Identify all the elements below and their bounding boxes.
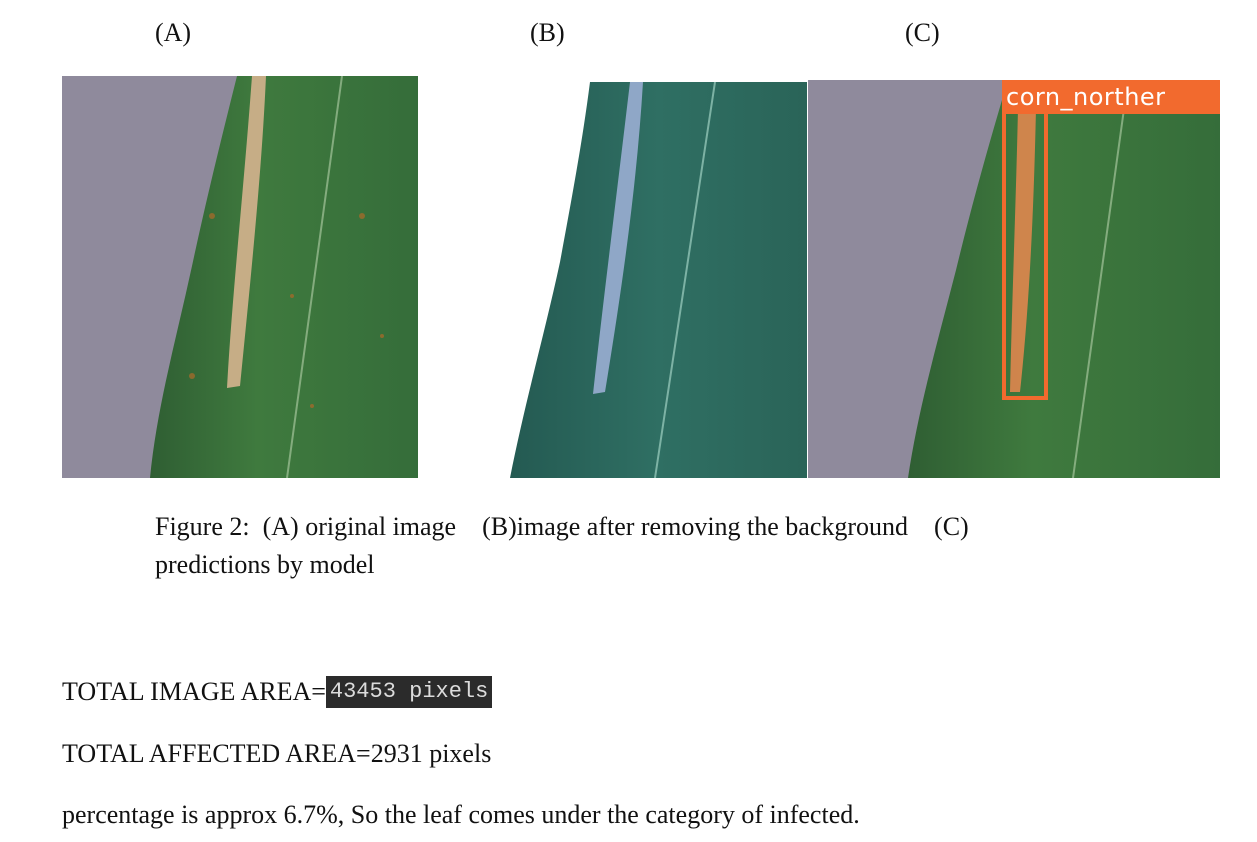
conclusion-text: percentage is approx 6.7%, So the leaf c… <box>62 800 860 829</box>
caption-line-2: predictions by model <box>155 550 375 579</box>
total-image-area-line: TOTAL IMAGE AREA= 43453 pixels <box>62 676 493 708</box>
original-leaf-image <box>62 76 418 478</box>
total-affected-area-line: TOTAL AFFECTED AREA=2931 pixels <box>62 739 492 768</box>
detection-label-bar <box>1002 80 1220 114</box>
background-removed-leaf-image <box>505 82 807 478</box>
detection-label: corn_norther <box>1006 83 1166 111</box>
panel-label-a: (A) <box>155 18 192 47</box>
total-image-area-label: TOTAL IMAGE AREA= <box>62 677 326 706</box>
caption-line-1: Figure 2: (A) original image (B)image af… <box>155 512 969 541</box>
figure-caption: Figure 2: (A) original image (B)image af… <box>155 508 1155 584</box>
total-image-area-value: 43453 pixels <box>325 676 493 708</box>
panel-label-c: (C) <box>905 18 940 47</box>
panel-label-b: (B) <box>530 18 565 47</box>
prediction-leaf-image: corn_norther <box>808 80 1220 478</box>
